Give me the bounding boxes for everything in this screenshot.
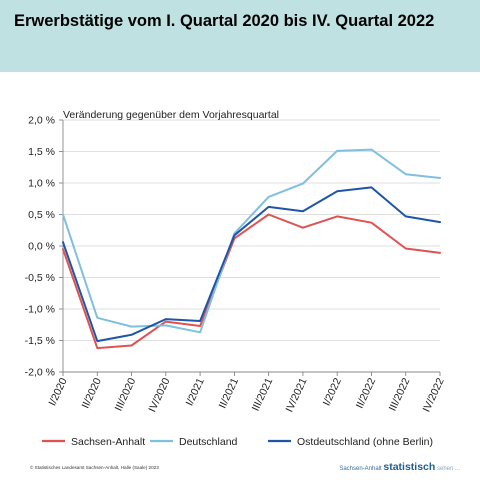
x-tick-label: II/2021 [217, 376, 242, 410]
page-title: Erwerbstätige vom I. Quartal 2020 bis IV… [14, 12, 435, 30]
x-tick-label: III/2020 [113, 376, 139, 413]
header-band: Erwerbstätige vom I. Quartal 2020 bis IV… [0, 0, 480, 72]
y-tick-label: 0,0 % [28, 241, 55, 253]
x-tick-label: IV/2020 [146, 376, 172, 414]
y-tick-label: 1,5 % [28, 146, 55, 158]
x-tick-labels: I/2020 II/2020 III/2020 IV/2020 I/2021 II/202… [47, 376, 447, 414]
x-tick-label: II/2020 [80, 376, 105, 410]
source-note: © Statistisches Landesamt Sachsen-Anhalt… [30, 465, 159, 470]
series-line [62, 148, 441, 334]
y-tick-label: 2,0 % [28, 115, 55, 127]
y-tick-label: 1,0 % [28, 178, 55, 190]
brand-suffix: sehen ... [436, 466, 460, 472]
y-tick-label: -1,5 % [25, 335, 55, 347]
x-tick-label: III/2021 [250, 376, 276, 413]
series-lines [62, 148, 441, 350]
x-tick-label: IV/2021 [283, 376, 309, 414]
brand-prefix: Sachsen-Anhalt [339, 466, 382, 472]
x-tick-label: III/2022 [387, 376, 413, 413]
y-tick-label: 0,5 % [28, 209, 55, 221]
x-tick-label: I/2020 [47, 376, 70, 408]
y-tick-label: -1,0 % [25, 304, 55, 316]
series-line [62, 186, 441, 343]
y-tick-label: -0,5 % [25, 272, 55, 284]
y-tick-label: -2,0 % [25, 367, 55, 379]
chart-subtitle: Veränderung gegenüber dem Vorjahresquart… [63, 109, 279, 121]
legend: Sachsen-Anhalt Deutschland Ostdeutschland … [42, 436, 433, 448]
x-tick-label: II/2022 [354, 376, 379, 410]
x-tick-label: IV/2022 [421, 376, 447, 414]
y-tick-labels: 2,0 % 1,5 % 1,0 % 0,5 % 0,0 % -0,5 % -1,0 % -1,… [25, 115, 55, 379]
x-tick-label: I/2021 [184, 376, 207, 408]
brand-logo: Sachsen-Anhalt statistisch sehen ... [339, 461, 460, 473]
brand-word: statistisch [383, 461, 436, 473]
legend-label: Ostdeutschland (ohne Berlin) [297, 436, 433, 448]
x-tick-label: I/2022 [321, 376, 344, 408]
series-line [62, 213, 441, 350]
legend-label: Sachsen-Anhalt [71, 436, 145, 448]
legend-label: Deutschland [179, 436, 238, 448]
